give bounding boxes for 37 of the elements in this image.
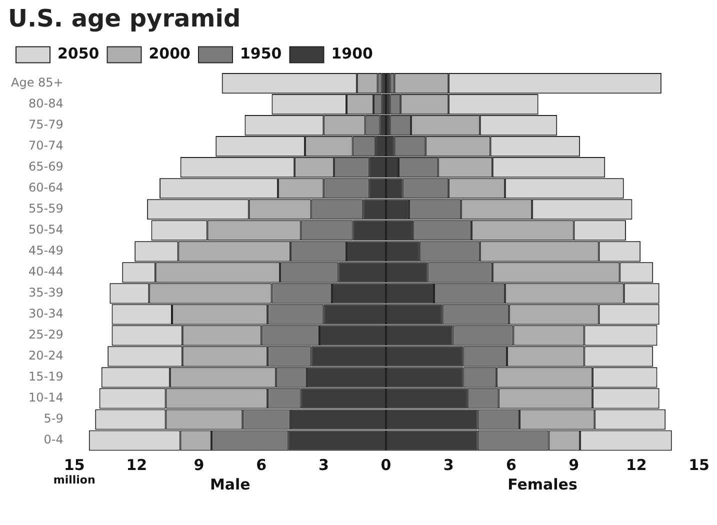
legend-label: 1900	[331, 44, 373, 63]
legend-label: 2000	[148, 44, 190, 63]
x-tick-label: 12	[626, 456, 647, 474]
y-tick-label: 55-59	[28, 201, 64, 216]
y-tick-label: Age 85+	[10, 75, 64, 90]
x-tick-label: 9	[568, 456, 580, 474]
y-tick-label: 45-49	[28, 244, 64, 258]
y-tick-label: 30-34	[28, 306, 64, 321]
y-tick-label: 60-64	[28, 180, 64, 194]
y-tick-label: 35-39	[28, 286, 64, 300]
y-tick-label: 5-9	[44, 412, 64, 426]
x-tick-label: 0	[380, 456, 392, 474]
text: million	[53, 473, 96, 486]
x-tick-label: 6	[506, 456, 516, 474]
y-tick-label: 80-84	[28, 96, 64, 110]
x-tick-label: 3	[318, 456, 329, 474]
y-tick-label: 50-54	[28, 222, 64, 237]
text: Male	[210, 475, 250, 494]
x-tick-label: 3	[443, 456, 454, 474]
y-tick-label: 25-29	[28, 328, 64, 342]
y-tick-label: 15-19	[28, 370, 64, 384]
x-tick-label: 12	[126, 456, 148, 474]
y-tick-label: 70-74	[28, 138, 64, 152]
chart-title: U.S. age pyramid	[8, 4, 241, 33]
legend-label: 1950	[240, 44, 282, 63]
y-tick-label: 20-24	[28, 348, 64, 363]
x-tick-label: 9	[194, 456, 204, 474]
x-tick-label: 15	[688, 456, 710, 474]
legend-label: 2050	[58, 44, 100, 63]
x-tick-label: 6	[256, 456, 267, 474]
y-tick-label: 0-4	[44, 432, 64, 447]
y-tick-label: 65-69	[28, 159, 64, 174]
y-tick-label: 10-14	[28, 390, 64, 405]
y-tick-label: 40-44	[28, 264, 64, 279]
y-tick-label: 75-79	[28, 117, 64, 132]
text: Females	[508, 475, 578, 494]
x-tick-label: 15	[64, 456, 85, 474]
